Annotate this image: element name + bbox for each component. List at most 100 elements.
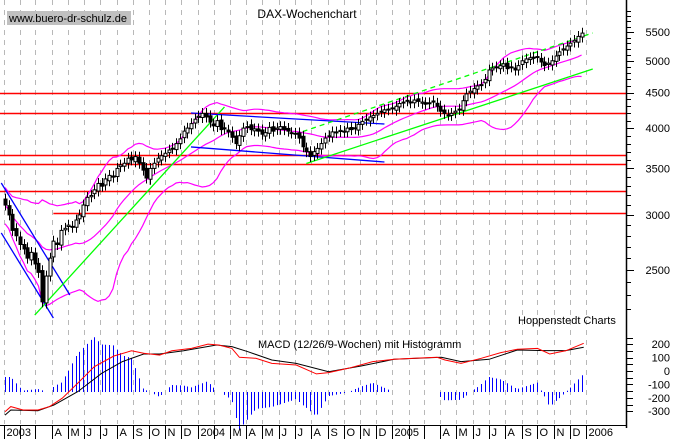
candle [167, 149, 172, 154]
candle [63, 227, 68, 231]
candle [196, 115, 201, 118]
candle [524, 58, 529, 64]
candle [375, 112, 380, 116]
x-tick-label: A [314, 427, 322, 439]
candle [137, 156, 142, 164]
trend-lines [0, 32, 593, 319]
x-tick-label: D [573, 427, 581, 439]
candle [249, 124, 254, 131]
candle [293, 132, 298, 135]
trend-line [190, 146, 385, 163]
signal-line [4, 344, 584, 416]
candle [182, 130, 187, 139]
candle [505, 62, 510, 70]
candle [92, 189, 97, 195]
candle [308, 151, 313, 158]
candle [323, 137, 328, 144]
x-tick-label: A [249, 427, 257, 439]
candle [301, 135, 306, 148]
x-tick-label: M [233, 427, 242, 439]
x-tick-label: 2005 [395, 427, 419, 439]
candle [557, 51, 562, 56]
candle [542, 61, 547, 67]
candle [278, 126, 283, 130]
x-tick-label: S [136, 427, 143, 439]
candle [286, 127, 291, 132]
macd-y-tick-label: -200 [648, 393, 670, 405]
x-tick-label: A [120, 427, 128, 439]
candle [122, 162, 127, 167]
candle [25, 247, 30, 259]
candle [464, 93, 469, 102]
candle [89, 194, 94, 198]
candle [364, 118, 369, 121]
macd-y-tick-label: 0 [664, 366, 670, 378]
candle [498, 65, 503, 70]
y-tick-label: 3500 [646, 163, 670, 175]
candle [118, 164, 123, 168]
trend-line [34, 106, 225, 316]
candle [416, 98, 421, 102]
candle [193, 118, 198, 124]
macd-line [4, 342, 584, 413]
candle [431, 100, 436, 103]
chart-title: DAX-Wochenchart [257, 7, 357, 21]
candle [211, 123, 216, 127]
candle [483, 78, 488, 84]
x-tick-label: O [540, 427, 549, 439]
candle [487, 69, 492, 82]
candle [144, 167, 149, 179]
candle [576, 35, 581, 43]
x-tick-label: N [363, 427, 371, 439]
candle [438, 105, 443, 112]
x-tick-label: M [71, 427, 80, 439]
candle [490, 67, 495, 71]
candle [263, 132, 268, 137]
candle [401, 101, 406, 104]
candle [408, 101, 413, 104]
x-tick-label: A [508, 427, 516, 439]
y-tick-label: 2500 [646, 265, 670, 277]
candle [129, 156, 134, 161]
candle [96, 182, 101, 192]
candle [230, 131, 235, 138]
x-tick-label: J [492, 427, 498, 439]
trend-line [302, 32, 593, 133]
candle [442, 109, 447, 114]
y-tick-label: 5000 [646, 56, 670, 68]
candle [77, 214, 82, 220]
candle [267, 126, 272, 134]
candle [59, 229, 64, 246]
candle [148, 167, 153, 180]
candle [10, 213, 15, 231]
candles [3, 27, 585, 309]
candle [256, 128, 261, 132]
candle [494, 66, 499, 69]
macd-y-tick-label: 100 [652, 353, 670, 365]
candle [185, 127, 190, 134]
x-tick-label: M [265, 427, 274, 439]
bollinger-middle [4, 54, 582, 251]
candle [390, 107, 395, 110]
candle [33, 252, 38, 265]
candle [572, 39, 577, 43]
x-tick-label: N [557, 427, 565, 439]
candle [472, 88, 477, 94]
candle [111, 175, 116, 178]
candle [237, 135, 242, 146]
y-tick-label: 4500 [646, 88, 670, 100]
candle [546, 62, 551, 65]
candle [36, 262, 41, 273]
x-tick-label: J [87, 427, 93, 439]
candle [423, 102, 428, 105]
candle [319, 143, 324, 150]
candle [531, 56, 536, 59]
x-tick-label: A [55, 427, 63, 439]
candle [66, 224, 71, 227]
candle [7, 205, 12, 216]
x-tick-label: M [459, 427, 468, 439]
x-tick-label: 2004 [201, 427, 225, 439]
candle [14, 228, 19, 237]
x-tick-label: J [282, 427, 288, 439]
